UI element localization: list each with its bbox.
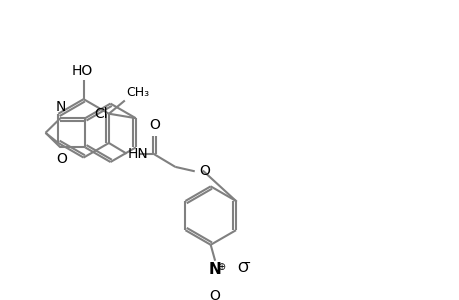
Text: CH₃: CH₃ bbox=[126, 86, 149, 99]
Text: N: N bbox=[55, 100, 66, 114]
Text: ⊕: ⊕ bbox=[217, 262, 225, 272]
Text: N: N bbox=[208, 262, 221, 278]
Text: −: − bbox=[241, 257, 251, 270]
Text: O: O bbox=[56, 152, 67, 166]
Text: Cl: Cl bbox=[94, 107, 107, 121]
Text: HN: HN bbox=[127, 147, 148, 160]
Text: O: O bbox=[237, 261, 247, 275]
Text: O: O bbox=[149, 118, 160, 132]
Text: HO: HO bbox=[71, 64, 92, 78]
Text: O: O bbox=[199, 164, 210, 178]
Text: O: O bbox=[209, 289, 220, 300]
